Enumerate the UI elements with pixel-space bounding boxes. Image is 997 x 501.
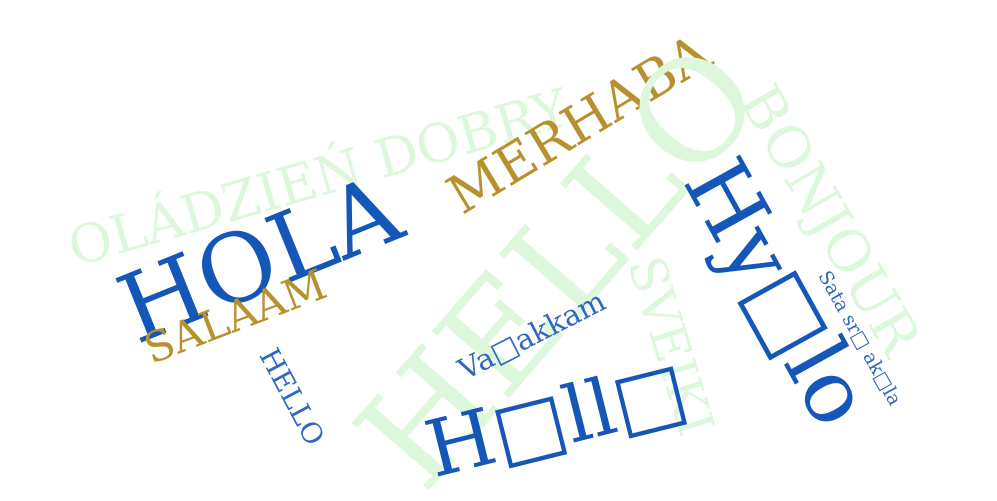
word-hello-small: HELLO <box>252 342 332 451</box>
